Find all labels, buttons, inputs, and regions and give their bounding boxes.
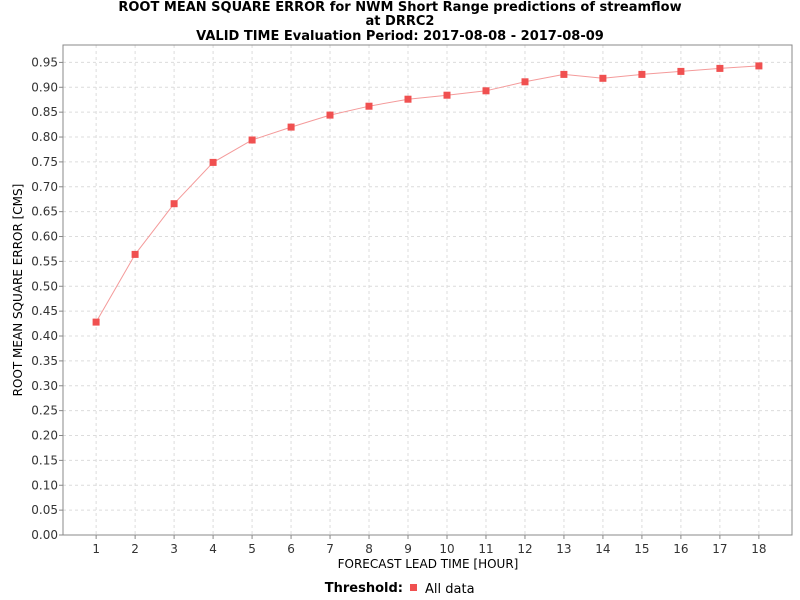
y-tick-label: 0.50 — [31, 279, 58, 293]
data-point — [716, 64, 724, 72]
plot-background — [63, 45, 792, 535]
y-tick-label: 0.55 — [31, 254, 58, 268]
x-tick-label: 10 — [439, 542, 454, 556]
grid-lines — [63, 45, 792, 536]
legend-label-all-data: All data — [425, 582, 475, 597]
legend: Threshold: All data — [325, 581, 475, 597]
series-line-all-data — [95, 65, 759, 323]
x-tick-label: 2 — [131, 542, 139, 556]
x-tick-label: 14 — [595, 542, 610, 556]
data-point — [365, 102, 373, 110]
x-tick-label: 16 — [673, 542, 688, 556]
data-point — [677, 67, 685, 75]
x-tick-label: 11 — [478, 542, 493, 556]
y-tick-label: 0.05 — [31, 503, 58, 517]
y-tick-label: 0.70 — [31, 180, 58, 194]
data-point — [521, 78, 529, 86]
x-tick-label: 5 — [248, 542, 256, 556]
legend-swatch-all-data — [410, 584, 417, 591]
x-tick-label: 12 — [517, 542, 532, 556]
x-tick-label: 7 — [326, 542, 334, 556]
x-tick-label: 8 — [365, 542, 373, 556]
plot-border — [62, 44, 793, 536]
data-point — [755, 62, 763, 70]
x-tick-label: 17 — [712, 542, 727, 556]
chart-title-line-1: ROOT MEAN SQUARE ERROR for NWM Short Ran… — [118, 0, 681, 15]
data-point — [560, 70, 568, 78]
x-tick-label: 9 — [404, 542, 412, 556]
y-tick-label: 0.65 — [31, 205, 58, 219]
y-tick-label: 0.35 — [31, 354, 58, 368]
x-tick-label: 1 — [92, 542, 100, 556]
y-tick-label: 0.75 — [31, 155, 58, 169]
x-tick-label: 6 — [287, 542, 295, 556]
y-tick-label: 0.85 — [31, 105, 58, 119]
y-axis-ticks: 0.00 0.05 0.10 0.15 0.20 0.25 0.30 0.35 0.40 0.45… — [31, 55, 63, 542]
data-point — [599, 74, 607, 82]
y-tick-label: 0.30 — [31, 379, 58, 393]
data-point — [638, 70, 646, 78]
series-markers-all-data — [92, 62, 763, 326]
y-tick-label: 0.90 — [31, 80, 58, 94]
data-point — [482, 87, 490, 95]
chart-title: ROOT MEAN SQUARE ERROR for NWM Short Ran… — [118, 0, 681, 44]
y-tick-label: 0.20 — [31, 429, 58, 443]
x-tick-label: 15 — [634, 542, 649, 556]
y-tick-label: 0.00 — [31, 528, 58, 542]
chart-title-line-2: at DRRC2 — [366, 14, 435, 29]
data-point — [248, 136, 256, 144]
data-point — [326, 111, 334, 119]
y-tick-label: 0.25 — [31, 404, 58, 418]
data-point — [287, 123, 295, 131]
data-point — [131, 250, 139, 258]
chart-title-line-3: VALID TIME Evaluation Period: 2017-08-08… — [196, 29, 604, 44]
x-tick-label: 13 — [556, 542, 571, 556]
y-tick-label: 0.60 — [31, 230, 58, 244]
y-tick-label: 0.40 — [31, 329, 58, 343]
x-axis-label: FORECAST LEAD TIME [HOUR] — [338, 557, 519, 571]
x-tick-label: 18 — [751, 542, 766, 556]
x-axis-ticks: 1 2 3 4 5 6 7 8 9 10 11 12 13 14 15 16 17 18 — [92, 535, 767, 556]
y-tick-label: 0.45 — [31, 304, 58, 318]
x-tick-label: 4 — [209, 542, 217, 556]
data-point — [209, 158, 217, 166]
data-point — [92, 318, 100, 326]
y-tick-label: 0.10 — [31, 478, 58, 492]
y-tick-label: 0.80 — [31, 130, 58, 144]
data-point — [443, 91, 451, 99]
legend-title: Threshold: — [325, 581, 403, 596]
y-axis-label: ROOT MEAN SQUARE ERROR [CMS] — [11, 184, 25, 397]
y-tick-label: 0.15 — [31, 453, 58, 467]
y-tick-label: 0.95 — [31, 55, 58, 69]
data-point — [170, 200, 178, 208]
x-tick-label: 3 — [170, 542, 178, 556]
data-point — [404, 95, 412, 103]
